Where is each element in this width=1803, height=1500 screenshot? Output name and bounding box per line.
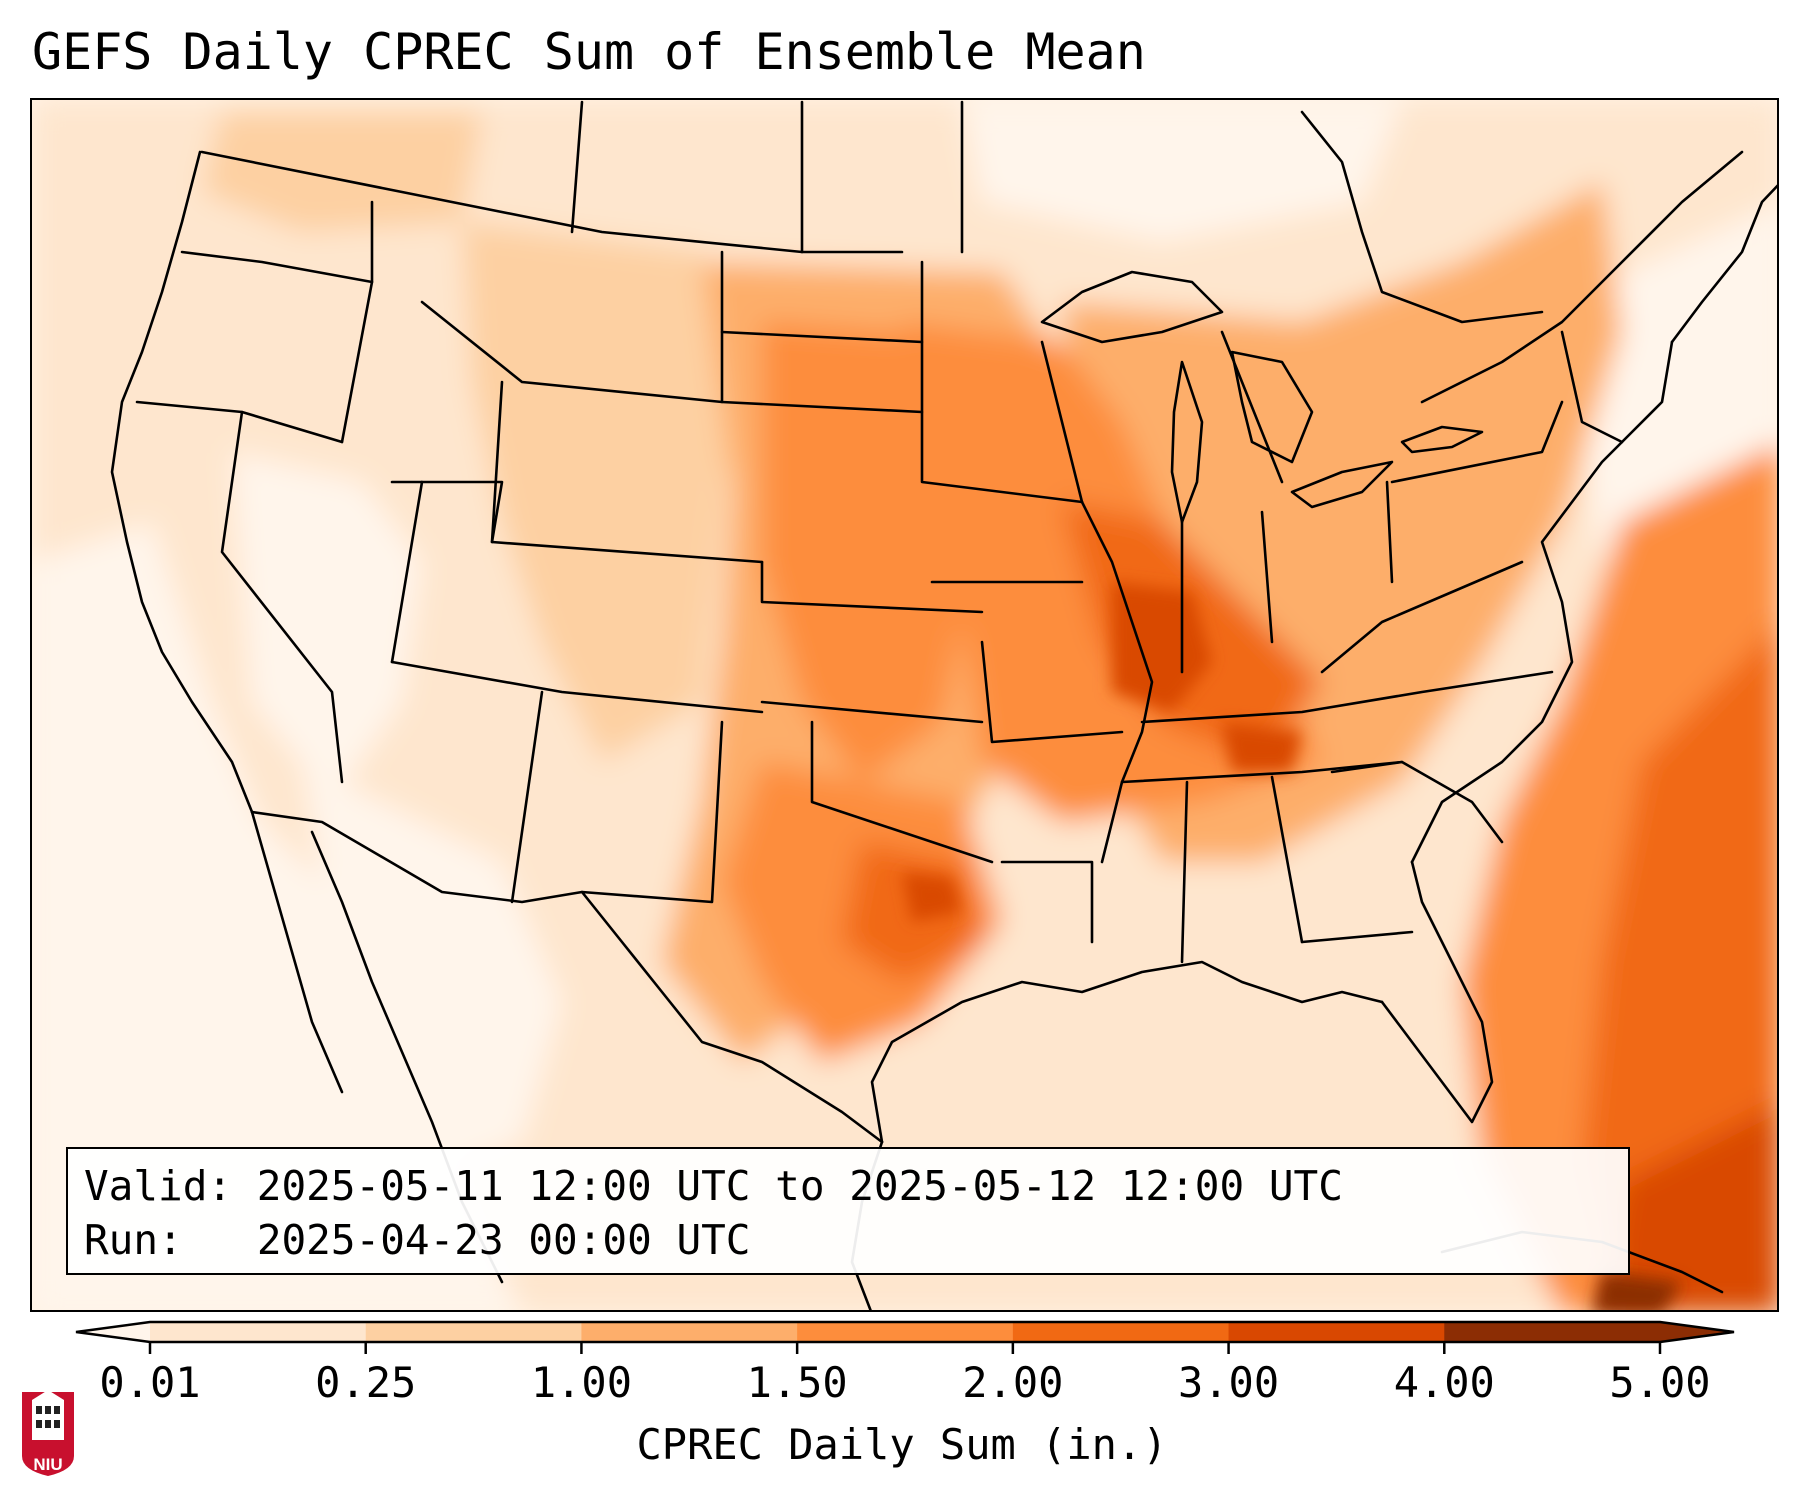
- colorbar-segments: [75, 1320, 1735, 1344]
- logo-shield-icon: [22, 1390, 74, 1476]
- run-label: Run:: [84, 1216, 183, 1264]
- precip-field: [32, 100, 1777, 1310]
- colorbar-tick-label: 4.00: [1393, 1358, 1495, 1407]
- colorbar-ticks: [148, 1342, 1662, 1354]
- state-mississippi-alabama: [1180, 780, 1189, 964]
- colorbar-tick-label: 0.25: [315, 1358, 417, 1407]
- colorbar-tick-label: 1.50: [746, 1358, 848, 1407]
- colorbar-segment: [797, 1322, 1014, 1342]
- state-montana-wyoming: [420, 300, 724, 404]
- precip-tennessee-high: [1222, 722, 1302, 772]
- lake-superior: [1040, 270, 1224, 344]
- state-wisconsin: [1040, 340, 1084, 504]
- valid-line: Valid: 2025-05-11 12:00 UTC to 2025-05-1…: [84, 1159, 1628, 1213]
- state-four-corners: [390, 660, 764, 714]
- precipitation-map[interactable]: [30, 98, 1779, 1312]
- state-dakotas: [720, 250, 924, 414]
- state-carolinas: [1330, 760, 1504, 844]
- boundaries: [110, 100, 1777, 1310]
- state-alabama-georgia: [1270, 775, 1304, 944]
- state-georgia-florida: [1300, 930, 1414, 944]
- us-canada-border: [200, 150, 904, 254]
- valid-value: 2025-05-11 12:00 UTC to 2025-05-12 12:00…: [256, 1162, 1343, 1210]
- state-new-york: [1390, 400, 1564, 484]
- us-west-coast: [110, 150, 254, 814]
- run-value: 2025-04-23 00:00 UTC: [256, 1216, 751, 1264]
- colorbar-segment: [365, 1322, 582, 1342]
- state-nd-sd: [720, 330, 924, 344]
- colorbar-tick-label: 3.00: [1177, 1358, 1280, 1407]
- colorbar-segment: [1228, 1322, 1445, 1342]
- florida: [1380, 860, 1494, 1124]
- precip-hotspots: [902, 582, 1682, 1310]
- st-lawrence: [1420, 150, 1744, 404]
- state-nevada-utah: [390, 480, 424, 664]
- hudson-bay-edge: [1300, 110, 1544, 324]
- run-line: Run: 2025-04-23 00:00 UTC: [84, 1213, 1628, 1267]
- us-mexico-border: [250, 810, 884, 1144]
- niu-logo: NIU: [18, 1386, 78, 1478]
- colorbar-tick-label: 2.00: [962, 1358, 1064, 1407]
- logo-text: NIU: [33, 1455, 63, 1474]
- state-utah-colorado: [390, 480, 504, 544]
- state-newmexico-texas: [580, 720, 724, 904]
- colorbar-tick-label: 5.00: [1609, 1358, 1711, 1407]
- colorbar: [75, 1320, 1735, 1354]
- colorbar-label: CPREC Daily Sum (in.): [636, 1420, 1168, 1469]
- colorbar-tick-label: 1.00: [530, 1358, 632, 1407]
- colorbar-extend-high: [1660, 1322, 1734, 1342]
- state-arizona-newmexico: [510, 690, 544, 904]
- state-kentucky-tennessee: [1140, 670, 1554, 724]
- state-new-england: [1560, 330, 1624, 444]
- colorbar-extend-low: [76, 1322, 150, 1342]
- us-east-coast: [1410, 340, 1674, 864]
- state-kansas-oklahoma: [760, 700, 984, 724]
- canada-prairie-provinces: [570, 100, 964, 254]
- lake-ontario: [1400, 425, 1484, 454]
- state-missouri-arkansas: [980, 640, 1124, 744]
- precip-northwest: [202, 112, 482, 232]
- baja-peninsula: [250, 810, 344, 1094]
- lake-huron: [1230, 350, 1314, 464]
- state-california-nevada: [220, 410, 344, 784]
- precip-canada-light: [962, 102, 1402, 242]
- precip-caribbean-high: [1592, 1272, 1682, 1310]
- gulf-coast: [870, 960, 1384, 1144]
- colorbar-segment: [1444, 1322, 1661, 1342]
- state-ohio-pa: [1385, 480, 1394, 584]
- valid-run-info-box: Valid: 2025-05-11 12:00 UTC to 2025-05-1…: [66, 1147, 1630, 1275]
- precip-west-light: [232, 452, 422, 802]
- colorbar-tick-label: 0.01: [99, 1358, 201, 1407]
- state-idaho: [340, 200, 374, 444]
- colorbar-segment: [1012, 1322, 1230, 1342]
- map-canvas: [32, 100, 1777, 1310]
- precip-texas-high: [902, 872, 962, 922]
- state-indiana-ohio: [1260, 510, 1274, 644]
- precip-mexico-low: [302, 762, 562, 1182]
- state-arkansas-louisiana: [1000, 860, 1094, 944]
- state-washington-oregon: [180, 250, 374, 284]
- state-michigan: [1220, 330, 1284, 484]
- precip-plains: [462, 222, 742, 762]
- state-tennessee-south: [1120, 760, 1404, 784]
- state-oklahoma-texas: [810, 720, 994, 864]
- lake-erie: [1290, 460, 1394, 509]
- colorbar-segment: [150, 1322, 367, 1342]
- state-virginia: [1320, 560, 1524, 674]
- colorbar-segment: [581, 1322, 798, 1342]
- state-nebraska-kansas: [760, 560, 984, 614]
- valid-label: Valid:: [84, 1162, 233, 1210]
- precip-illinois-high: [1112, 582, 1212, 712]
- precip-plains-core: [762, 322, 962, 782]
- northeast-coast: [1670, 184, 1777, 344]
- page-title: GEFS Daily CPREC Sum of Ensemble Mean: [32, 23, 1146, 81]
- state-minnesota-iowa: [920, 260, 1084, 504]
